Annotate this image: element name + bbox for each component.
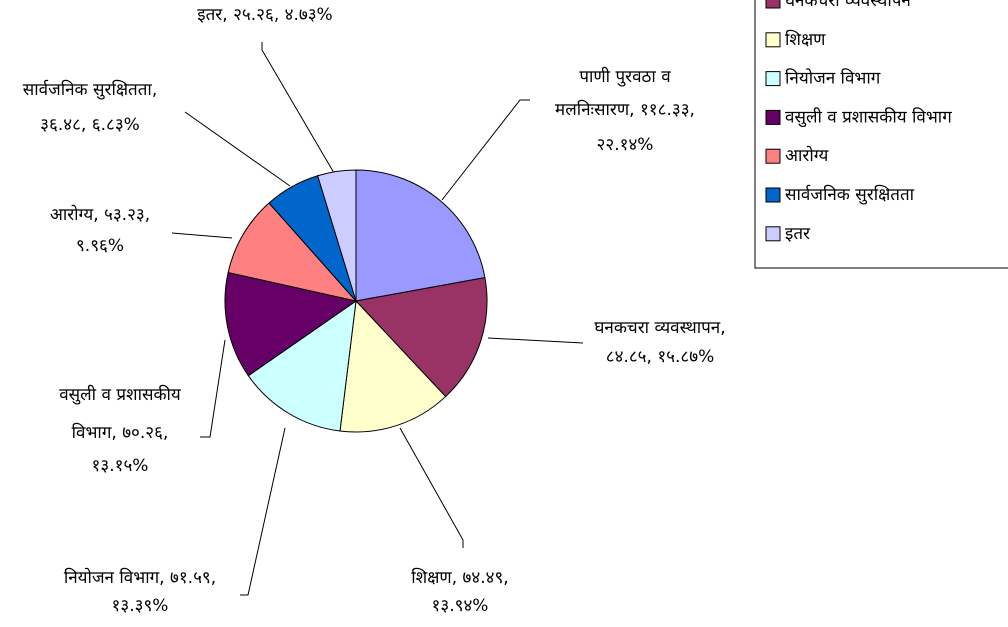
leader-line (399, 427, 464, 548)
leader-line (184, 111, 291, 187)
data-label: पाणी पुरवठा व (579, 66, 671, 87)
legend-swatch (765, 187, 781, 203)
legend-label: सार्वजनिक सुरक्षितता (785, 184, 915, 205)
data-label: मलनिःसारण, ११८.३३, (555, 99, 695, 120)
legend-swatch (765, 148, 781, 164)
leader-line (441, 99, 530, 201)
data-label: १३.९४% (432, 596, 489, 616)
data-label: १३.३९% (112, 596, 169, 616)
data-label: ८४.८५, १५.८७% (606, 347, 715, 367)
data-label: १३.१५% (92, 456, 149, 476)
pie-slice (224, 271, 358, 377)
legend-label: शिक्षण (785, 29, 826, 50)
leader-line (200, 339, 226, 438)
pie-slice (355, 276, 488, 398)
pie-slice (317, 169, 357, 302)
pie-slice (247, 299, 357, 432)
legend-box (754, 0, 1008, 269)
legend-label: इतर (785, 224, 811, 244)
data-label: सार्वजनिक सुरक्षितता, (23, 79, 157, 100)
data-label: विभाग, ७०.२६, (72, 422, 169, 443)
pie-slice (355, 169, 486, 302)
leader-lines (171, 42, 584, 596)
data-label: ३६.४८, ६.८३% (40, 115, 140, 135)
data-label: इतर, २५.२६, ४.७३% (197, 5, 332, 25)
data-label: ९.९६% (76, 236, 124, 256)
data-label: २२.१४% (597, 135, 654, 155)
legend-label: वसुली व प्रशासकीय विभाग (785, 106, 952, 127)
data-label: वसुली व प्रशासकीय (59, 384, 182, 405)
pie-slice (227, 202, 358, 302)
leader-line (261, 42, 335, 174)
legend-label: आरोग्य (785, 145, 830, 166)
pie-slice (339, 299, 447, 433)
leader-line (487, 337, 584, 344)
leader-line (171, 232, 233, 239)
legend-label: नियोजन विभाग (785, 68, 881, 89)
legend-swatch (765, 109, 781, 125)
legend-swatch (765, 71, 781, 87)
legend-swatch (765, 0, 781, 9)
legend-label: घनकचरा व्यवस्थापन (785, 0, 911, 11)
data-label: घनकचरा व्यवस्थापन, (594, 318, 725, 338)
data-label: नियोजन विभाग, ७१.५९, (64, 567, 216, 588)
legend-swatch (765, 226, 781, 242)
data-label: आरोग्य, ५३.२३, (50, 204, 150, 225)
data-label: शिक्षण, ७४.४९, (411, 567, 508, 588)
leader-line (240, 427, 286, 596)
legend-swatch (765, 32, 781, 48)
